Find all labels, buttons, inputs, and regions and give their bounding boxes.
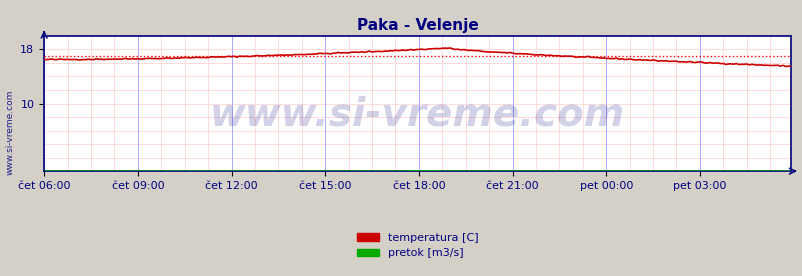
Legend: temperatura [C], pretok [m3/s]: temperatura [C], pretok [m3/s] bbox=[352, 229, 482, 263]
Title: Paka - Velenje: Paka - Velenje bbox=[356, 18, 478, 33]
Text: www.si-vreme.com: www.si-vreme.com bbox=[209, 95, 625, 133]
Text: www.si-vreme.com: www.si-vreme.com bbox=[5, 90, 14, 175]
